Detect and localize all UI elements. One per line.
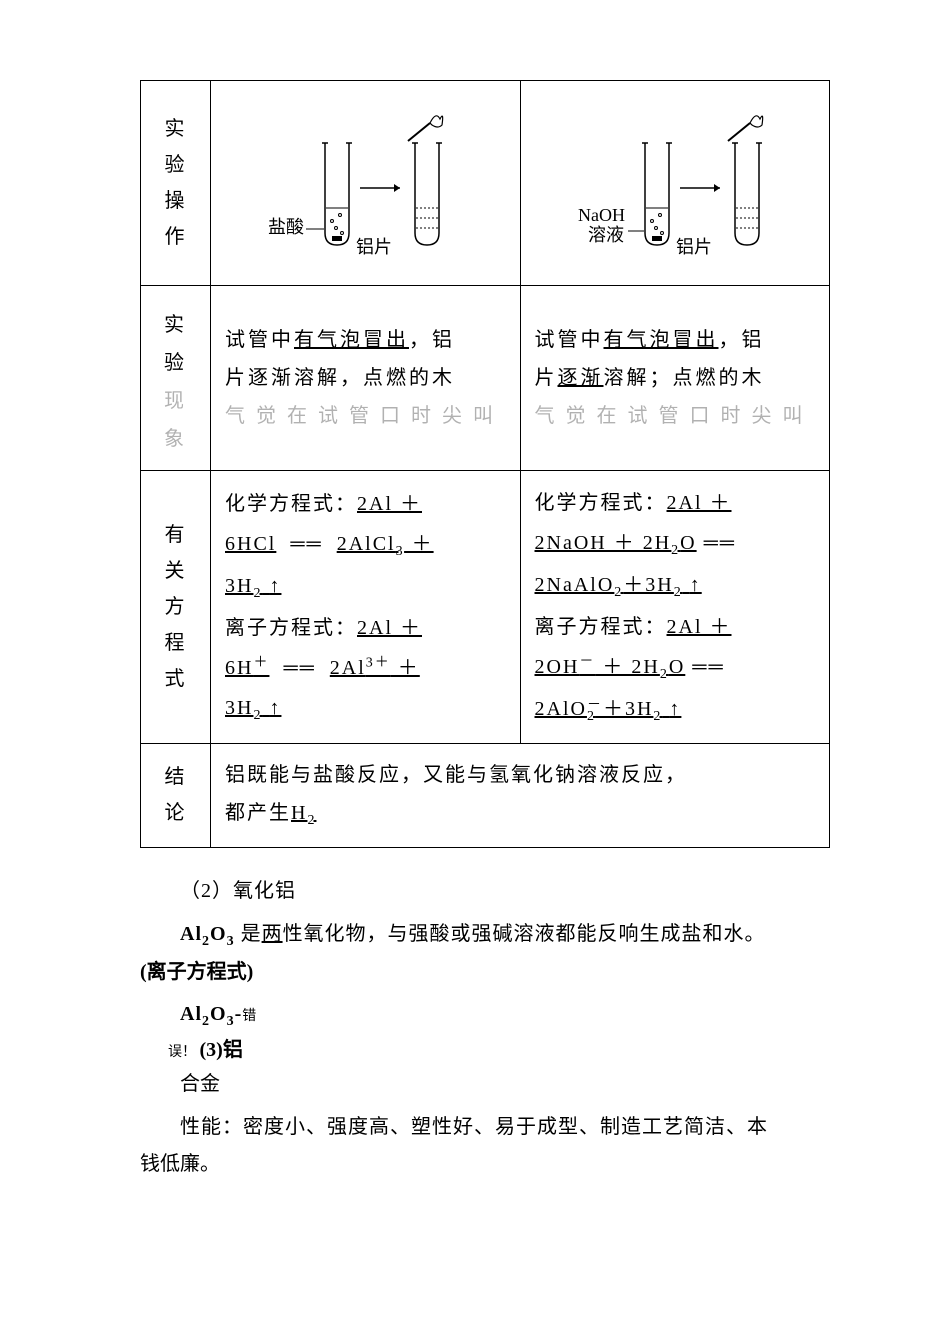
ion-l2c: ＋: [391, 657, 420, 679]
exp-image-naoh: NaOH 溶液 铝片: [520, 81, 830, 286]
chem-prefix: 化学方程式：: [225, 493, 357, 515]
p4b: O: [210, 1003, 227, 1025]
chem-l2b: O: [680, 532, 696, 554]
eq-arrow: ══: [276, 657, 329, 679]
obs-cut: 气 觉 在 试 管 口 时 尖 叫: [535, 405, 806, 427]
chem-l1: 2Al ＋: [357, 493, 422, 515]
chem-prefix: 化学方程式：: [535, 492, 667, 514]
chem-l3b: ＋3H: [623, 574, 673, 596]
hcl-label: 盐酸: [268, 217, 304, 237]
ion-l3b: ＋3H: [596, 698, 653, 720]
ion-l3a: 2AlO: [535, 698, 587, 720]
chem-l2c: ＋: [405, 533, 434, 555]
p5: 误！: [168, 1045, 196, 1060]
para-error-cont: 误！ (3)铝: [168, 1034, 830, 1066]
p2d: 性氧化物，与强酸或强碱溶液都能反响生成盐和水。: [283, 923, 766, 945]
obs-l2b: 溶解；点燃的木: [604, 367, 765, 389]
para-alloy: 合金: [140, 1066, 830, 1102]
al-label-2: 铝片: [676, 237, 712, 257]
para-al2o3-error: Al2O3-错: [140, 996, 830, 1034]
label-cut: 现 象: [164, 390, 187, 450]
up-arrow: ↑: [269, 697, 281, 719]
p8: 钱低廉。: [140, 1153, 220, 1175]
chem-l3: 3H: [225, 575, 253, 597]
test-tube-hcl-svg: 盐酸 铝片: [250, 93, 480, 263]
experiment-table: 实验操作: [140, 80, 830, 848]
obs-l2a: 片: [535, 367, 558, 389]
ion-l2c: O: [669, 656, 685, 678]
ion-l1: 2Al ＋: [357, 617, 422, 639]
eq-arrow: ══: [692, 656, 724, 678]
ion-prefix: 离子方程式：: [535, 616, 667, 638]
obs-cut: 气 觉 在 试 管 口 时 尖 叫: [225, 405, 496, 427]
up-arrow: ↑: [269, 575, 281, 597]
row-label-conclusion: 结论: [141, 744, 211, 848]
concl-line2a: 都产生: [225, 802, 291, 824]
ion-l1: 2Al ＋: [667, 616, 732, 638]
ion-l2a: 6H: [225, 657, 253, 679]
chem-l2a: 6HCl: [225, 533, 276, 555]
concl-h2: H: [291, 802, 307, 824]
obs-tail: ，铝: [409, 329, 455, 351]
obs-naoh: 试管中有气泡冒出，铝 片逐渐溶解；点燃的木 气 觉 在 试 管 口 时 尖 叫: [520, 286, 830, 471]
chem-l1: 2Al ＋: [667, 492, 732, 514]
p2a: Al: [180, 923, 202, 945]
obs-l2u: 逐渐: [558, 367, 604, 389]
ion-l2b: ＋ 2H: [595, 656, 659, 678]
naoh-sol-label: 溶液: [588, 225, 624, 245]
chem-l3a: 2NaAlO: [535, 574, 615, 596]
p7: 性能：密度小、强度高、塑性好、易于成型、制造工艺简洁、本: [180, 1116, 768, 1138]
ion-l2b: 2Al: [330, 657, 366, 679]
eq-hcl: 化学方程式：2Al ＋ 6HCl ══ 2AlCl3 ＋ 3H2 ↑ 离子方程式…: [211, 471, 521, 744]
para-ionic-eq: (离子方程式): [140, 954, 830, 990]
row-label-operation: 实验操作: [141, 81, 211, 286]
exp-image-hcl: 盐酸 铝片: [211, 81, 521, 286]
chem-l2b: 2AlCl: [337, 533, 396, 555]
row-label-phenomenon: 实验 现 象: [141, 286, 211, 471]
label-text: 实验操作: [165, 118, 187, 248]
para-al2o3-desc: Al2O3 是两性氧化物，与强酸或强碱溶液都能反响生成盐和水。: [140, 916, 830, 954]
up-arrow: ↑: [669, 698, 681, 720]
concl-line1: 铝既能与盐酸反应，又能与氢氧化钠溶液反应，: [225, 764, 687, 786]
obs-text: 试管中: [225, 329, 294, 351]
p6: 合金: [180, 1073, 220, 1095]
para-properties: 性能：密度小、强度高、塑性好、易于成型、制造工艺简洁、本: [140, 1108, 830, 1146]
obs-underline: 有气泡冒出: [294, 329, 409, 351]
chem-l2: 2NaOH ＋ 2H: [535, 532, 672, 554]
ion-prefix: 离子方程式：: [225, 617, 357, 639]
row-label-equations: 有关方程式: [141, 471, 211, 744]
para-oxide-heading: （2）氧化铝: [140, 872, 830, 910]
label-text: 实验: [164, 314, 187, 374]
p2c: 是: [235, 923, 262, 945]
obs-hcl: 试管中有气泡冒出，铝 片逐渐溶解，点燃的木 气 觉 在 试 管 口 时 尖 叫: [211, 286, 521, 471]
p3: (离子方程式): [140, 961, 253, 983]
test-tube-naoh-svg: NaOH 溶液 铝片: [550, 93, 800, 263]
obs-line2: 片逐渐溶解，点燃的木: [225, 367, 455, 389]
up-arrow: ↑: [690, 574, 702, 596]
obs-underline: 有气泡冒出: [604, 329, 719, 351]
naoh-label: NaOH: [578, 205, 625, 225]
conclusion-cell: 铝既能与盐酸反应，又能与氢氧化钠溶液反应， 都产生H2: [211, 744, 830, 848]
p2u: 两: [262, 923, 283, 945]
p2b: O: [210, 923, 227, 945]
eq-arrow: ══: [283, 533, 336, 555]
label-text: 结论: [165, 766, 187, 824]
p4-err: 错: [242, 1009, 257, 1024]
eq-naoh: 化学方程式：2Al ＋ 2NaOH ＋ 2H2O ══ 2NaAlO2＋3H2 …: [520, 471, 830, 744]
obs-tail: ，铝: [719, 329, 765, 351]
eq-arrow: ══: [704, 532, 736, 554]
label-text: 有关方程式: [165, 524, 187, 690]
ion-l3: 3H: [225, 697, 253, 719]
al-label-1: 铝片: [356, 237, 392, 257]
p4a: Al: [180, 1003, 202, 1025]
obs-text: 试管中: [535, 329, 604, 351]
p5b: (3)铝: [200, 1039, 243, 1061]
ion-l2a: 2OH: [535, 656, 580, 678]
para-properties-cont: 钱低廉。: [140, 1146, 830, 1182]
p1: （2）氧化铝: [180, 880, 296, 902]
